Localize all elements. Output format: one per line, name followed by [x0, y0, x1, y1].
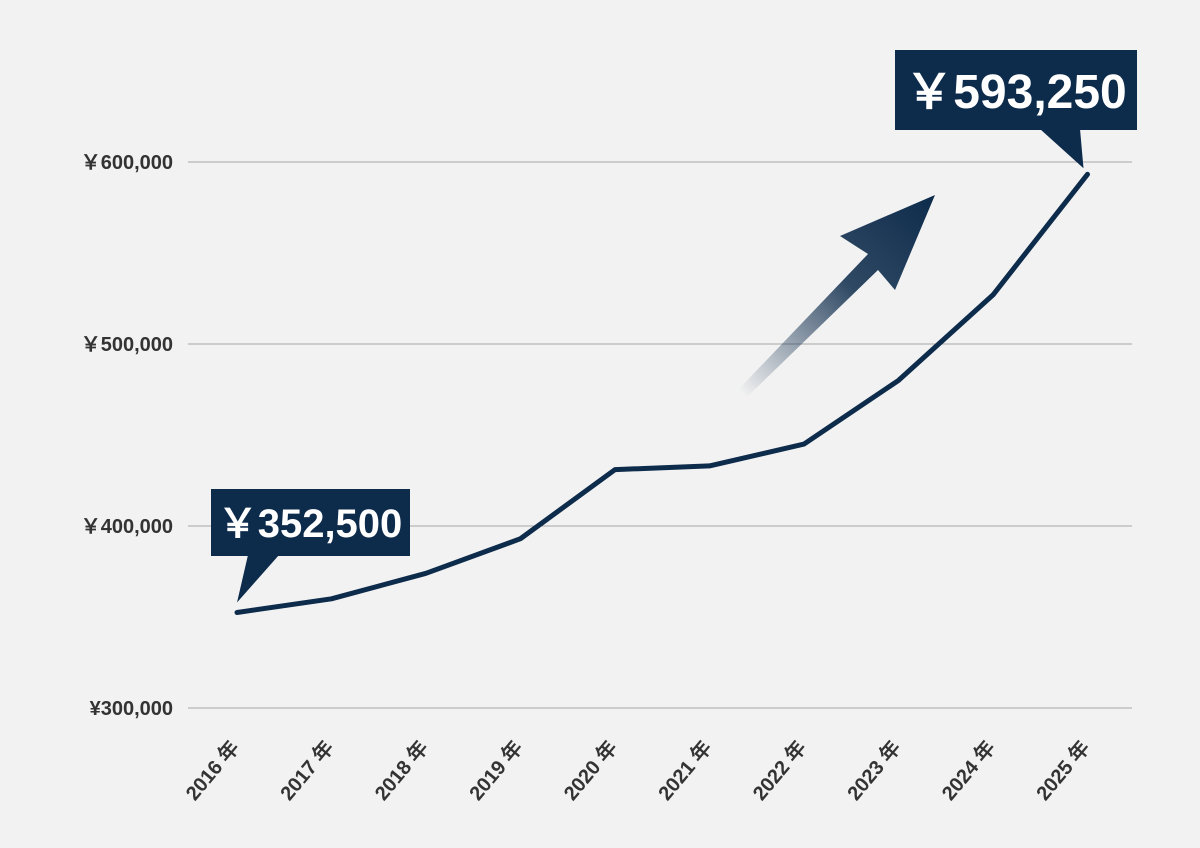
x-tick-label: 2022 年 [747, 736, 810, 805]
end-value-label: ￥593,250 [905, 66, 1127, 119]
series-line [234, 171, 1090, 615]
x-tick-label: 2025 年 [1031, 736, 1094, 805]
x-tick-label: 2016 年 [180, 736, 243, 805]
x-tick-label: 2020 年 [558, 736, 621, 805]
x-tick-label: 2021 年 [653, 736, 716, 805]
x-tick-label: 2017 年 [275, 736, 338, 805]
x-tick-label: 2023 年 [842, 736, 905, 805]
y-tick-label: ￥600,000 [81, 152, 173, 174]
trend-arrow-icon [736, 195, 935, 396]
x-axis-ticks: 2016 年 2017 年 2018 年 2019 年 2020 年 2021 年 2022… [180, 736, 1094, 805]
grid-lines [188, 161, 1132, 709]
x-tick-label: 2024 年 [936, 736, 999, 805]
x-tick-label: 2018 年 [369, 736, 432, 805]
y-tick-label: ￥500,000 [81, 334, 173, 356]
end-value-callout: ￥593,250 [895, 50, 1137, 169]
x-tick-label: 2019 年 [464, 736, 527, 805]
y-tick-label: ￥400,000 [81, 516, 173, 538]
start-value-callout: ￥352,500 [211, 489, 410, 603]
y-axis-ticks: ¥300,000 ￥400,000 ￥500,000 ￥600,000 [81, 152, 173, 720]
start-value-label: ￥352,500 [218, 502, 403, 546]
callouts: ￥352,500 ￥593,250 [211, 50, 1137, 603]
y-tick-label: ¥300,000 [90, 698, 173, 720]
